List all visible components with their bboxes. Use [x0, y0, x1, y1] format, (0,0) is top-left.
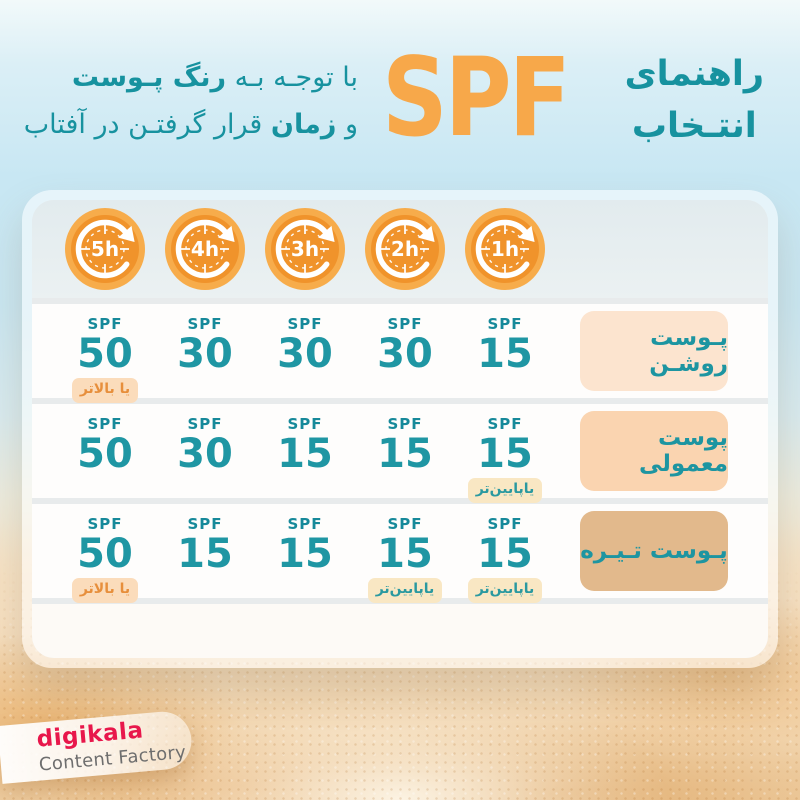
row-label-dark-skin: پـوست تـیـره [580, 511, 728, 591]
subtitle-bold-skin-color: رنگ پـوست [71, 62, 227, 93]
badge-or-higher: یا بالاتر [71, 578, 139, 603]
spf-unit-label: SPF [287, 315, 323, 333]
spf-unit-label: SPF [387, 315, 423, 333]
subtitle-regular-text: با توجـه بـه [226, 62, 358, 93]
spf-cell: SPF 50 یا بالاتر [55, 304, 155, 403]
subtitle-prefix-text: و [336, 109, 358, 140]
card-footer-space [32, 604, 768, 658]
hour-column-1h: 1h [455, 200, 555, 298]
svg-text:1h: 1h [491, 237, 519, 261]
spf-cell: SPF 15 یاپایین‌تر [455, 404, 555, 503]
hours-header-row: 5h [32, 200, 768, 298]
hour-column-5h: 5h [55, 200, 155, 298]
spf-cell: SPF 15 [155, 504, 255, 598]
spf-value: 15 [477, 531, 533, 577]
spf-value: 30 [277, 331, 333, 377]
badge-or-lower: یاپایین‌تر [467, 478, 543, 503]
spf-cell: SPF 30 [155, 304, 255, 398]
clock-icon-4h: 4h [165, 208, 245, 290]
clock-icon-1h: 1h [465, 208, 545, 290]
spf-value: 15 [277, 431, 333, 477]
clock-icon-3h: 3h [265, 208, 345, 290]
spf-value: 15 [377, 531, 433, 577]
table-row-dark-skin: SPF 50 یا بالاتر SPF 15 SPF 15 SPF 15 [32, 504, 768, 603]
spf-cell: SPF 50 یا بالاتر [55, 504, 155, 603]
spf-cell: SPF 30 [255, 304, 355, 398]
spf-unit-label: SPF [187, 315, 223, 333]
spf-cell: SPF 15 یاپایین‌تر [455, 504, 555, 603]
spf-headline: SPF [381, 35, 571, 162]
spf-cell: SPF 15 [355, 404, 455, 498]
svg-text:3h: 3h [291, 237, 319, 261]
table-row-light-skin: SPF 50 یا بالاتر SPF 30 SPF 30 SPF 30 [32, 304, 768, 403]
spf-value: 15 [477, 431, 533, 477]
table-row-normal-skin: SPF 50 SPF 30 SPF 15 SPF 15 [32, 404, 768, 503]
spf-unit-label: SPF [187, 415, 223, 433]
clock-icon-2h: 2h [365, 208, 445, 290]
spf-unit-label: SPF [187, 515, 223, 533]
spf-value: 15 [277, 531, 333, 577]
hour-column-3h: 3h [255, 200, 355, 298]
spf-table: 5h [32, 200, 768, 658]
spf-cell: SPF 15 [455, 304, 555, 398]
spf-cell: SPF 30 [155, 404, 255, 498]
subtitle-line-1: با توجـه بـه رنگ پـوست [24, 54, 358, 101]
title-line-1: راهنمای [624, 54, 764, 94]
subtitle-suffix-text: قرار گرفتـن در آفتاب [23, 109, 271, 140]
spf-table-card: 5h [22, 190, 778, 668]
subtitle-bold-time: زمان [270, 109, 337, 140]
spf-unit-label: SPF [87, 515, 123, 533]
row-label-light-skin: پـوست روشـن [580, 311, 728, 391]
spf-value: 50 [77, 531, 133, 577]
clock-icon-5h: 5h [65, 208, 145, 290]
spf-unit-label: SPF [87, 415, 123, 433]
badge-or-higher: یا بالاتر [71, 378, 139, 403]
spf-value: 50 [77, 331, 133, 377]
spf-unit-label: SPF [287, 415, 323, 433]
spf-value: 15 [477, 331, 533, 377]
spf-unit-label: SPF [487, 515, 523, 533]
hour-column-2h: 2h [355, 200, 455, 298]
badge-or-lower: یاپایین‌تر [367, 578, 443, 603]
page-title: راهنمای انتـخاب [625, 48, 764, 152]
spf-value: 30 [177, 331, 233, 377]
spf-value: 15 [177, 531, 233, 577]
row-label-normal-skin: پوست معمولی [580, 411, 728, 491]
spf-unit-label: SPF [87, 315, 123, 333]
spf-cell: SPF 30 [355, 304, 455, 398]
subtitle: با توجـه بـه رنگ پـوست و زمان قرار گرفتـ… [24, 54, 358, 148]
svg-text:5h: 5h [91, 237, 119, 261]
spf-value: 30 [377, 331, 433, 377]
spf-cell: SPF 50 [55, 404, 155, 498]
hour-column-4h: 4h [155, 200, 255, 298]
spf-cell: SPF 15 [255, 504, 355, 598]
spf-unit-label: SPF [387, 415, 423, 433]
title-line-2: انتـخاب [631, 106, 757, 146]
subtitle-line-2: و زمان قرار گرفتـن در آفتاب [24, 101, 358, 148]
svg-text:2h: 2h [391, 237, 419, 261]
spf-value: 50 [77, 431, 133, 477]
badge-or-lower: یاپایین‌تر [467, 578, 543, 603]
spf-cell: SPF 15 یاپایین‌تر [355, 504, 455, 603]
spf-unit-label: SPF [387, 515, 423, 533]
svg-text:4h: 4h [191, 237, 219, 261]
spf-unit-label: SPF [487, 415, 523, 433]
spf-cell: SPF 15 [255, 404, 355, 498]
spf-unit-label: SPF [487, 315, 523, 333]
spf-value: 30 [177, 431, 233, 477]
spf-unit-label: SPF [287, 515, 323, 533]
spf-value: 15 [377, 431, 433, 477]
